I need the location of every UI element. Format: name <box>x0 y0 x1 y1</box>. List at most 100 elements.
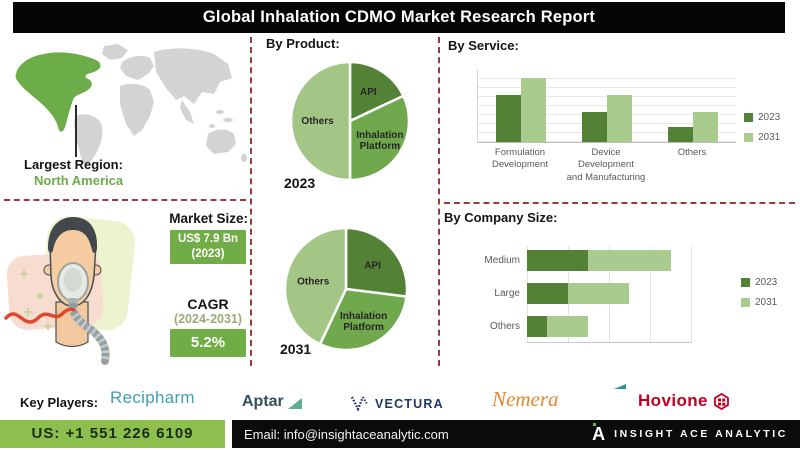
vectura-logo-text: VECTURA <box>375 396 444 411</box>
market-size-value: US$ 7.9 Bn <box>177 233 239 245</box>
bar-segment-2023 <box>527 316 547 337</box>
pie-slice-label: API <box>360 87 377 98</box>
service-bar-chart-plot <box>477 70 736 143</box>
red-airflow-line <box>4 307 76 324</box>
recipharm-logo: Recipharm <box>110 384 800 408</box>
insight-ace-logo-icon: A <box>592 423 606 444</box>
divider-right-horizontal <box>444 202 795 204</box>
largest-region-value: North America <box>34 173 124 188</box>
service-category-label: Formulation Development <box>492 147 548 171</box>
company-size-legend: 2023 2031 <box>741 277 777 317</box>
service-category-labels: Formulation Development Device Developmen… <box>477 147 735 184</box>
company-bar <box>527 283 629 304</box>
bar-2031 <box>521 77 546 142</box>
bar-2031 <box>693 111 718 142</box>
legend-item: 2023 <box>744 112 780 123</box>
market-size-label: Market Size: <box>169 211 248 226</box>
legend-item: 2023 <box>741 277 777 288</box>
largest-region-label: Largest Region: <box>24 157 123 172</box>
service-bar-group <box>496 70 546 142</box>
legend-label: 2023 <box>758 112 781 123</box>
aptar-logo-text: Aptar <box>242 393 284 410</box>
pie-slice <box>348 60 405 123</box>
mask-inner <box>64 268 82 292</box>
pie-slice-label: Others <box>297 277 330 288</box>
recipharm-logo-text: Recipharm <box>110 388 195 407</box>
map-continents-gray <box>74 44 247 164</box>
divider-left-horizontal <box>4 199 246 201</box>
vectura-logo: VECTURA <box>350 396 444 411</box>
divider-vertical-right <box>438 37 440 366</box>
legend-swatch <box>741 278 750 287</box>
by-service-heading: By Service: <box>448 38 519 53</box>
pie-slice <box>344 226 409 298</box>
legend-swatch <box>744 133 753 142</box>
bar-2031 <box>607 95 632 142</box>
bar-2023 <box>582 111 607 142</box>
company-category-label: Medium <box>484 255 520 266</box>
pie-chart-2023: API Inhalation Platform Others <box>288 59 412 188</box>
company-chart-axis <box>527 342 692 343</box>
bar-segment-2031 <box>587 250 672 271</box>
inhalation-patient-illustration <box>4 216 135 365</box>
pie-slice-label: Others <box>301 116 334 127</box>
pie-2023-year-label: 2023 <box>284 175 316 191</box>
breathing-tube-ribs <box>69 307 110 362</box>
email-banner: Email: info@insightaceanalytic.com A INS… <box>232 420 800 448</box>
bar-segment-2023 <box>527 283 568 304</box>
company-bar <box>527 250 672 271</box>
insight-ace-brand: A INSIGHT ACE ANALYTIC <box>592 423 788 444</box>
by-product-heading: By Product: <box>266 36 340 51</box>
company-bar <box>527 316 588 337</box>
aptar-logo: Aptar <box>242 393 302 411</box>
company-category-label: Others <box>489 321 520 332</box>
market-size-value-box: US$ 7.9 Bn (2023) <box>170 230 246 264</box>
phone-banner: US: +1 551 226 6109 <box>0 420 225 448</box>
map-pointer-line <box>75 105 77 157</box>
by-company-size-heading: By Company Size: <box>444 210 558 225</box>
insight-ace-brand-text: INSIGHT ACE ANALYTIC <box>614 428 788 440</box>
bar-2023 <box>496 95 521 142</box>
bar-2023 <box>668 126 693 142</box>
bar-segment-2023 <box>527 250 588 271</box>
hair <box>48 217 98 253</box>
hovione-hexagon-icon <box>713 392 729 410</box>
service-category-label: Others <box>677 147 707 158</box>
legend-item: 2031 <box>744 132 780 143</box>
pie-2031-year-label: 2031 <box>280 341 312 357</box>
service-bar-group <box>582 70 632 142</box>
legend-label: 2031 <box>755 297 778 308</box>
pie-slice <box>348 94 411 182</box>
aptar-triangle-icon <box>287 398 302 409</box>
pie-slice-label: API <box>364 261 381 272</box>
report-title-bar: Global Inhalation CDMO Market Research R… <box>13 2 785 33</box>
service-legend: 2023 2031 <box>744 112 780 152</box>
world-map <box>15 44 247 164</box>
hovione-logo: Hovione <box>638 391 730 411</box>
hovione-logo-text: Hovione <box>638 391 708 410</box>
service-bar-group <box>668 70 718 142</box>
nemera-logo-text: Nemera <box>492 387 559 411</box>
nemera-logo: Nemera <box>492 387 559 412</box>
vectura-v-icon <box>350 396 368 411</box>
company-category-label: Large <box>494 288 520 299</box>
map-north-america-highlight <box>15 52 101 132</box>
pie-slice-label: Inhalation Platform <box>356 130 403 152</box>
market-size-year: (2023) <box>191 248 225 260</box>
legend-swatch <box>741 298 750 307</box>
cagr-value-box: 5.2% <box>170 329 246 357</box>
report-title: Global Inhalation CDMO Market Research R… <box>202 8 596 26</box>
bar-segment-2031 <box>568 283 629 304</box>
pie-slice <box>289 60 352 182</box>
legend-swatch <box>744 113 753 122</box>
pie-slice-label: Inhalation Platform <box>340 311 387 333</box>
bar-segment-2031 <box>546 316 588 337</box>
email-text: Email: info@insightaceanalytic.com <box>244 426 449 442</box>
divider-vertical-left <box>250 37 252 366</box>
pie-chart-2031: API Inhalation Platform Others <box>282 225 410 358</box>
legend-label: 2023 <box>755 277 778 288</box>
recipharm-flag-icon <box>614 384 626 389</box>
company-size-chart: Medium Large Others <box>450 246 750 346</box>
key-players-label: Key Players: <box>20 395 99 410</box>
